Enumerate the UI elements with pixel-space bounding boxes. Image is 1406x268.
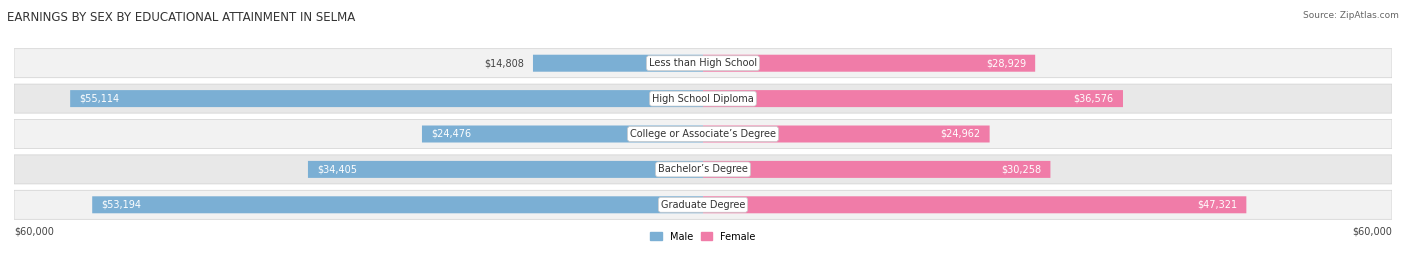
Text: EARNINGS BY SEX BY EDUCATIONAL ATTAINMENT IN SELMA: EARNINGS BY SEX BY EDUCATIONAL ATTAINMEN… [7,11,356,24]
FancyBboxPatch shape [703,90,1123,107]
FancyBboxPatch shape [422,125,703,143]
FancyBboxPatch shape [703,161,1050,178]
FancyBboxPatch shape [703,55,1035,72]
Text: Graduate Degree: Graduate Degree [661,200,745,210]
FancyBboxPatch shape [14,120,1392,148]
FancyBboxPatch shape [14,49,1392,78]
Text: $14,808: $14,808 [484,58,524,68]
Text: $30,258: $30,258 [1001,164,1042,174]
Text: $47,321: $47,321 [1197,200,1237,210]
Text: $24,962: $24,962 [941,129,980,139]
Text: $36,576: $36,576 [1074,94,1114,104]
Text: $55,114: $55,114 [79,94,120,104]
Text: $24,476: $24,476 [432,129,471,139]
Text: Less than High School: Less than High School [650,58,756,68]
FancyBboxPatch shape [703,125,990,143]
Legend: Male, Female: Male, Female [647,228,759,245]
Text: $28,929: $28,929 [986,58,1026,68]
FancyBboxPatch shape [703,196,1246,213]
FancyBboxPatch shape [533,55,703,72]
FancyBboxPatch shape [14,84,1392,113]
Text: $60,000: $60,000 [14,227,53,237]
Text: $53,194: $53,194 [101,200,142,210]
Text: Bachelor’s Degree: Bachelor’s Degree [658,164,748,174]
FancyBboxPatch shape [14,155,1392,184]
Text: High School Diploma: High School Diploma [652,94,754,104]
FancyBboxPatch shape [14,190,1392,219]
FancyBboxPatch shape [308,161,703,178]
FancyBboxPatch shape [93,196,703,213]
Text: Source: ZipAtlas.com: Source: ZipAtlas.com [1303,11,1399,20]
FancyBboxPatch shape [70,90,703,107]
Text: $34,405: $34,405 [318,164,357,174]
Text: College or Associate’s Degree: College or Associate’s Degree [630,129,776,139]
Text: $60,000: $60,000 [1353,227,1392,237]
